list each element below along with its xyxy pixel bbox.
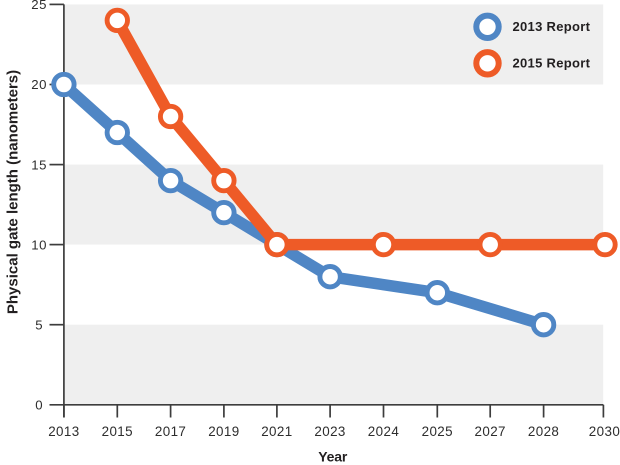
svg-text:2024: 2024	[368, 424, 400, 439]
svg-text:2013: 2013	[48, 424, 79, 439]
svg-text:Physical gate length (nanomete: Physical gate length (nanometers)	[5, 70, 22, 314]
svg-text:0: 0	[35, 398, 43, 413]
svg-text:20: 20	[31, 77, 47, 92]
svg-text:25: 25	[31, 0, 47, 12]
svg-text:2025: 2025	[422, 424, 453, 439]
svg-text:2015 Report: 2015 Report	[513, 56, 591, 71]
svg-text:15: 15	[31, 157, 47, 172]
svg-text:10: 10	[31, 237, 47, 252]
svg-text:5: 5	[35, 317, 43, 332]
svg-text:2021: 2021	[261, 424, 292, 439]
svg-text:2017: 2017	[155, 424, 186, 439]
svg-text:2015: 2015	[102, 424, 133, 439]
svg-text:2028: 2028	[528, 424, 559, 439]
svg-text:2013 Report: 2013 Report	[513, 19, 591, 34]
svg-text:Year: Year	[318, 449, 348, 465]
svg-text:2019: 2019	[208, 424, 239, 439]
svg-text:2023: 2023	[314, 424, 345, 439]
svg-text:2030: 2030	[589, 424, 620, 439]
svg-text:2027: 2027	[475, 424, 506, 439]
